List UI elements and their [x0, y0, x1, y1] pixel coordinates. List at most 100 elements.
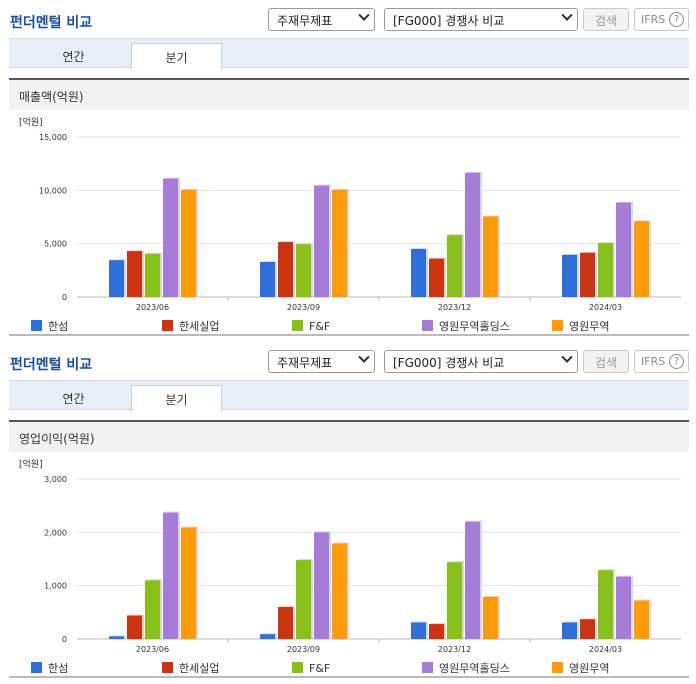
search-button[interactable]: 검색	[583, 350, 629, 373]
tab-annual[interactable]: 연간	[62, 50, 85, 64]
bar	[634, 221, 649, 297]
tab-quarterly[interactable]: 분기	[131, 43, 222, 70]
x-tick-label: 2023/12	[438, 645, 471, 654]
legend-swatch	[162, 662, 173, 673]
bar	[278, 607, 293, 639]
y-tick-label: 2,000	[44, 528, 67, 537]
metric-title-bar: 영업이익(억원)	[9, 420, 689, 452]
bar	[483, 596, 498, 639]
legend-swatch	[552, 662, 563, 673]
bar	[616, 576, 631, 639]
ifrs-label: IFRS	[641, 355, 666, 368]
legend-swatch	[162, 320, 173, 331]
bar	[616, 202, 631, 297]
panel-header: 펀더멘털 비교 주재무제표 [FG000] 경쟁사 비교 검색 IFRS ?	[0, 342, 696, 380]
bar	[429, 258, 444, 297]
metric-title-bar: 매출액(억원)	[9, 78, 689, 110]
bar	[181, 527, 196, 639]
competitor-select[interactable]: [FG000] 경쟁사 비교	[384, 8, 578, 31]
ifrs-help-button[interactable]: IFRS ?	[634, 350, 689, 373]
bar	[109, 636, 124, 639]
competitor-select-value: [FG000] 경쟁사 비교	[393, 14, 505, 28]
statement-select-value: 주재무제표	[277, 356, 333, 370]
statement-select[interactable]: 주재무제표	[268, 350, 375, 373]
bar	[163, 512, 178, 639]
x-tick-label: 2023/12	[438, 303, 471, 312]
legend-label: 한세실업	[179, 320, 219, 333]
y-tick-label: 5,000	[44, 240, 67, 249]
statement-select[interactable]: 주재무제표	[268, 8, 375, 31]
y-unit-label: [억원]	[19, 116, 43, 128]
bar	[314, 185, 329, 297]
ifrs-help-button[interactable]: IFRS ?	[634, 8, 689, 31]
bar	[411, 249, 426, 297]
legend-swatch	[292, 662, 303, 673]
legend-swatch	[422, 662, 433, 673]
bar	[260, 634, 275, 639]
x-tick-label: 2024/03	[589, 645, 622, 654]
competitor-select-value: [FG000] 경쟁사 비교	[393, 356, 505, 370]
legend-swatch	[31, 662, 42, 673]
statement-select-value: 주재무제표	[277, 14, 333, 28]
x-tick-label: 2023/09	[287, 303, 320, 312]
legend-swatch	[422, 320, 433, 331]
bar	[465, 521, 480, 639]
x-tick-label: 2023/06	[136, 303, 169, 312]
bar	[447, 235, 462, 297]
legend-label: 영원무역홀딩스	[439, 662, 510, 675]
panel-header: 펀더멘털 비교 주재무제표 [FG000] 경쟁사 비교 검색 IFRS ?	[0, 0, 696, 38]
operating-income-chart-container: [억원] 0 1,000 2,000 3,000 2023/06 2023/09 2023/1…	[9, 452, 689, 678]
x-tick-label: 2023/09	[287, 645, 320, 654]
y-tick-label: 0	[62, 293, 67, 302]
chevron-down-icon	[358, 351, 370, 363]
competitor-select[interactable]: [FG000] 경쟁사 비교	[384, 350, 578, 373]
bar	[429, 624, 444, 639]
metric-title: 매출액(억원)	[19, 90, 84, 104]
bar	[296, 244, 311, 297]
bar	[127, 251, 142, 297]
panel-title: 펀더멘털 비교	[10, 357, 93, 373]
legend-swatch	[292, 320, 303, 331]
bar	[109, 260, 124, 297]
chevron-down-icon	[561, 9, 573, 21]
y-tick-label: 10,000	[39, 186, 67, 195]
y-tick-label: 1,000	[44, 582, 67, 591]
bar	[411, 622, 426, 639]
legend-label: 영원무역	[569, 662, 609, 675]
y-tick-label: 15,000	[39, 133, 67, 142]
x-tick-label: 2024/03	[589, 303, 622, 312]
sales-chart-container: [억원] 0 5,000 10,000 15,000 2023/06 2023/09 2023…	[9, 110, 689, 336]
bar	[562, 622, 577, 639]
tab-annual[interactable]: 연간	[62, 392, 85, 406]
x-tick-label: 2023/06	[136, 645, 169, 654]
tab-quarterly[interactable]: 분기	[131, 385, 222, 412]
question-icon: ?	[669, 12, 684, 27]
y-tick-label: 0	[62, 635, 67, 644]
bar	[465, 172, 480, 297]
legend-label: 한섬	[48, 320, 68, 333]
bar	[634, 600, 649, 639]
bar	[332, 189, 347, 297]
bar	[580, 252, 595, 297]
bar	[598, 570, 613, 639]
chevron-down-icon	[561, 351, 573, 363]
metric-title: 영업이익(억원)	[19, 432, 95, 446]
legend-label: 영원무역	[569, 320, 609, 333]
question-icon: ?	[669, 354, 684, 369]
chevron-down-icon	[358, 9, 370, 21]
legend-swatch	[552, 320, 563, 331]
legend-label: 한세실업	[179, 662, 219, 675]
fundamental-panel-operating-income: 펀더멘털 비교 주재무제표 [FG000] 경쟁사 비교 검색 IFRS ? 연…	[0, 342, 696, 678]
bar	[127, 615, 142, 639]
y-unit-label: [억원]	[19, 458, 43, 470]
legend-label: F&F	[309, 320, 330, 333]
bar	[314, 532, 329, 639]
bar	[145, 253, 160, 297]
legend-swatch	[31, 320, 42, 331]
bar	[332, 543, 347, 639]
legend-label: 한섬	[48, 662, 68, 675]
bar	[163, 178, 178, 297]
legend-label: 영원무역홀딩스	[439, 320, 510, 333]
bar	[483, 216, 498, 297]
search-button[interactable]: 검색	[583, 8, 629, 31]
